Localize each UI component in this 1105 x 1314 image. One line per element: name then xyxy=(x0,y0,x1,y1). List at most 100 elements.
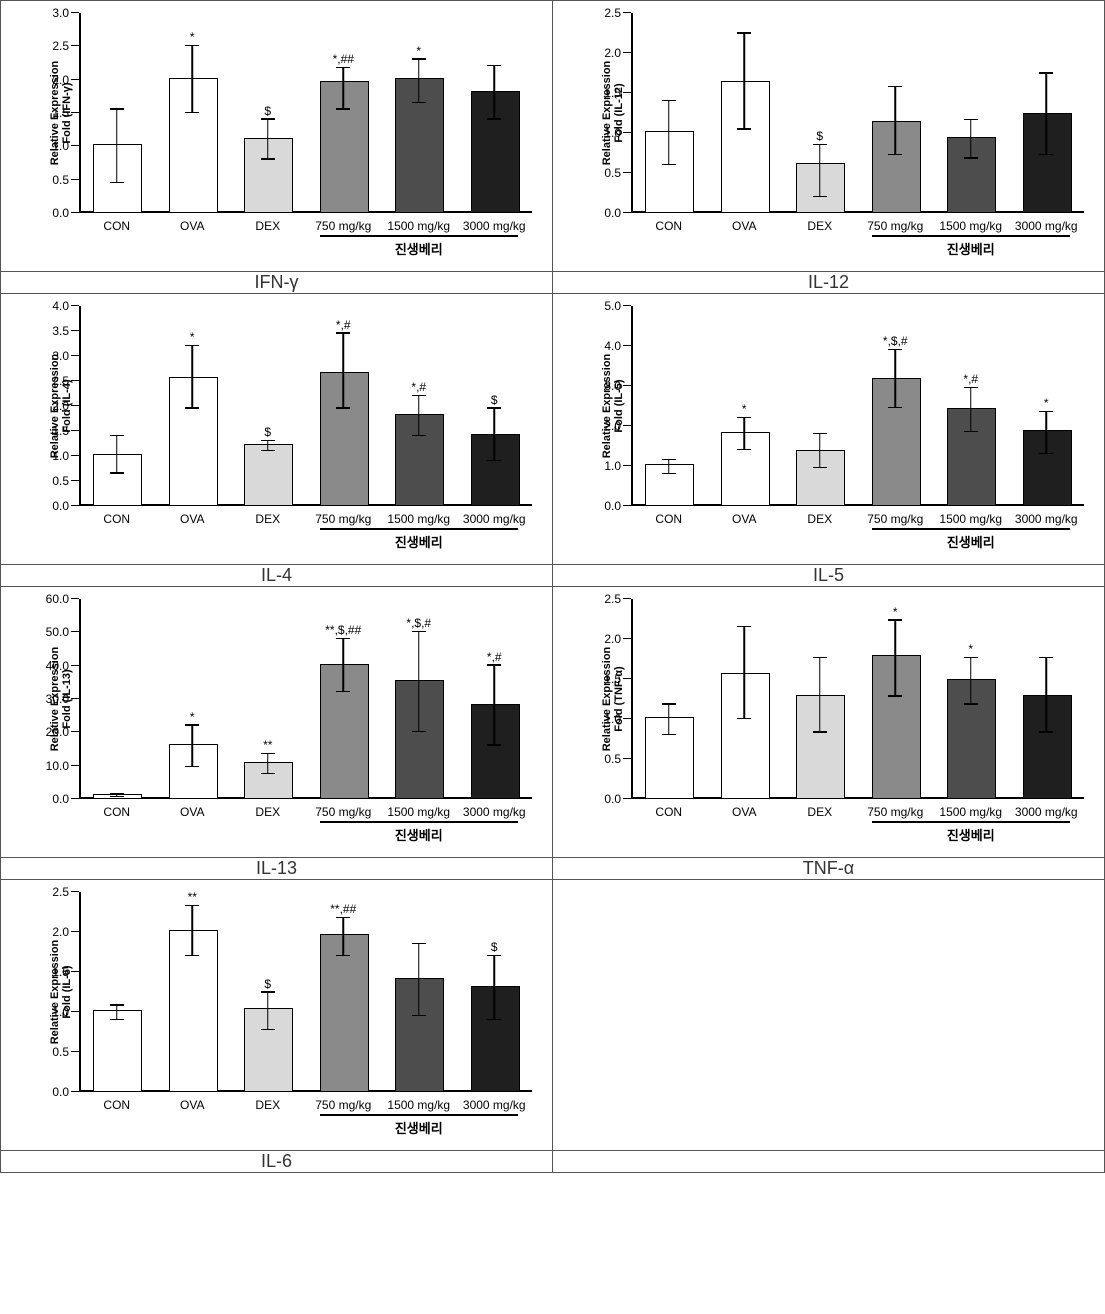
x-category-label: 3000 mg/kg xyxy=(463,1098,526,1112)
error-cap xyxy=(888,619,902,621)
ytick xyxy=(71,12,79,13)
bar-750-mg/kg xyxy=(872,121,921,213)
significance-marker: $ xyxy=(491,940,498,954)
plot-area: 0.00.51.01.52.02.53.03.54.0CON*OVA$DEX*,… xyxy=(79,306,532,506)
x-category-label: CON xyxy=(103,1098,130,1112)
error-bar xyxy=(494,666,496,746)
significance-marker: ** xyxy=(188,890,197,904)
ytick-label: 4.0 xyxy=(604,339,621,353)
error-cap xyxy=(964,657,978,659)
error-bar xyxy=(1046,412,1048,454)
ytick xyxy=(623,172,631,173)
x-category-label: OVA xyxy=(180,219,204,233)
error-cap xyxy=(487,744,501,746)
significance-marker: * xyxy=(190,330,195,344)
error-cap xyxy=(1039,72,1053,74)
x-category-label: 750 mg/kg xyxy=(867,219,923,233)
y-axis xyxy=(631,599,633,799)
error-bar xyxy=(1046,658,1048,732)
y-axis-title: Relative Expression Fold (IL-12) xyxy=(601,61,625,166)
chart-il4: 0.00.51.01.52.02.53.03.54.0CON*OVA$DEX*,… xyxy=(79,306,532,506)
group-bracket xyxy=(320,821,518,823)
y-axis xyxy=(79,892,81,1092)
y-axis xyxy=(79,599,81,799)
error-cap xyxy=(336,638,350,640)
error-bar xyxy=(895,87,897,155)
bar-750-mg/kg xyxy=(872,655,921,799)
error-bar xyxy=(192,46,194,113)
x-axis xyxy=(79,1090,532,1092)
error-bar xyxy=(819,434,821,468)
ytick xyxy=(623,212,631,213)
ytick-label: 1.0 xyxy=(604,459,621,473)
ytick xyxy=(623,598,631,599)
significance-marker: * xyxy=(190,30,195,44)
x-category-label: 750 mg/kg xyxy=(867,805,923,819)
error-cap xyxy=(412,435,426,437)
y-axis-title: Relative Expression Fold (IL-13) xyxy=(49,647,73,752)
x-category-label: 1500 mg/kg xyxy=(939,512,1002,526)
ytick-label: 2.0 xyxy=(604,46,621,60)
error-bar xyxy=(744,418,746,450)
x-category-label: 1500 mg/kg xyxy=(387,1098,450,1112)
error-cap xyxy=(964,157,978,159)
significance-marker: *,$,# xyxy=(883,334,908,348)
bar-3000-mg/kg xyxy=(1023,113,1072,213)
error-cap xyxy=(261,753,275,755)
error-cap xyxy=(964,387,978,389)
error-cap xyxy=(662,703,676,705)
error-cap xyxy=(737,449,751,451)
x-category-label: 3000 mg/kg xyxy=(1015,512,1078,526)
error-bar xyxy=(668,101,670,165)
error-cap xyxy=(185,112,199,114)
significance-marker: *,# xyxy=(336,318,351,332)
error-cap xyxy=(813,657,827,659)
y-axis-title: Relative Expression Fold (IL-5) xyxy=(601,354,625,459)
bar-CON xyxy=(93,454,142,506)
error-cap xyxy=(1039,453,1053,455)
bar-CON xyxy=(645,464,694,506)
chart-il13: 0.010.020.030.040.050.060.0CON*OVA**DEX*… xyxy=(79,599,532,799)
x-category-label: 3000 mg/kg xyxy=(463,219,526,233)
error-bar xyxy=(267,120,269,160)
error-bar xyxy=(192,906,194,956)
y-axis xyxy=(631,13,633,213)
bar-DEX xyxy=(244,138,293,213)
error-cap xyxy=(1039,657,1053,659)
bar-OVA xyxy=(721,432,770,506)
chart-title-cell: IL-5 xyxy=(553,565,1105,587)
error-cap xyxy=(1039,411,1053,413)
error-cap xyxy=(412,1015,426,1017)
error-bar xyxy=(343,334,345,409)
error-cap xyxy=(813,196,827,198)
bar-DEX xyxy=(796,450,845,506)
significance-marker: **,## xyxy=(330,902,356,916)
error-bar xyxy=(970,658,972,704)
ytick xyxy=(623,638,631,639)
ytick xyxy=(71,631,79,632)
error-cap xyxy=(185,905,199,907)
error-bar xyxy=(418,396,420,436)
error-cap xyxy=(185,955,199,957)
ytick xyxy=(71,891,79,892)
error-cap xyxy=(737,128,751,130)
error-cap xyxy=(487,407,501,409)
error-bar xyxy=(116,436,118,474)
ytick-label: 60.0 xyxy=(46,592,69,606)
error-bar xyxy=(668,705,670,735)
ytick xyxy=(71,798,79,799)
bar-1500-mg/kg xyxy=(947,679,996,799)
ytick xyxy=(71,305,79,306)
significance-marker: ** xyxy=(263,738,272,752)
significance-marker: *,# xyxy=(411,380,426,394)
chart-title-cell: IL-6 xyxy=(1,1151,553,1173)
error-bar xyxy=(895,350,897,408)
x-category-label: DEX xyxy=(255,805,280,819)
error-cap xyxy=(662,734,676,736)
ytick-label: 3.5 xyxy=(52,324,69,338)
ytick-label: 2.5 xyxy=(52,39,69,53)
bar-CON xyxy=(645,131,694,213)
ytick xyxy=(623,12,631,13)
group-label: 진생베리 xyxy=(395,1118,443,1137)
significance-marker: * xyxy=(742,402,747,416)
